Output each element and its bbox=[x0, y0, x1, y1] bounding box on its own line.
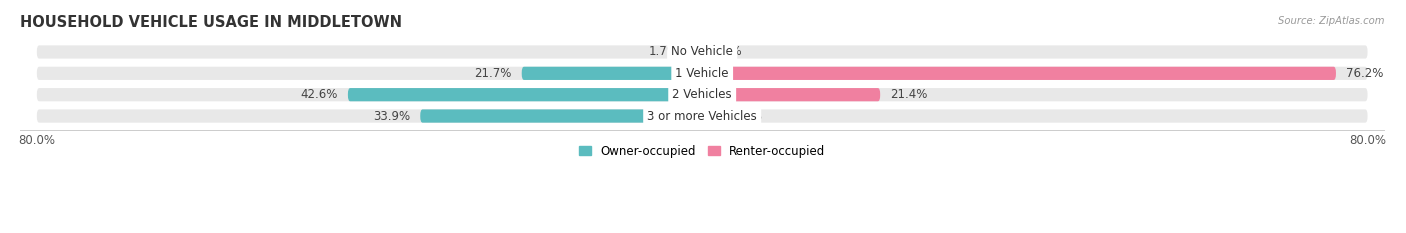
FancyBboxPatch shape bbox=[522, 67, 702, 80]
Text: 21.7%: 21.7% bbox=[474, 67, 512, 80]
FancyBboxPatch shape bbox=[702, 67, 1336, 80]
FancyBboxPatch shape bbox=[37, 67, 1368, 80]
Text: 3 or more Vehicles: 3 or more Vehicles bbox=[647, 110, 756, 123]
FancyBboxPatch shape bbox=[37, 45, 1368, 59]
FancyBboxPatch shape bbox=[37, 88, 1368, 101]
FancyBboxPatch shape bbox=[702, 110, 723, 123]
Text: 0.0%: 0.0% bbox=[713, 45, 742, 58]
Text: 42.6%: 42.6% bbox=[301, 88, 337, 101]
Text: HOUSEHOLD VEHICLE USAGE IN MIDDLETOWN: HOUSEHOLD VEHICLE USAGE IN MIDDLETOWN bbox=[20, 15, 402, 30]
Text: 33.9%: 33.9% bbox=[373, 110, 411, 123]
FancyBboxPatch shape bbox=[420, 110, 702, 123]
Text: No Vehicle: No Vehicle bbox=[671, 45, 733, 58]
Text: 21.4%: 21.4% bbox=[890, 88, 928, 101]
Text: 1 Vehicle: 1 Vehicle bbox=[675, 67, 728, 80]
FancyBboxPatch shape bbox=[688, 45, 702, 59]
Text: 1.7%: 1.7% bbox=[648, 45, 678, 58]
Text: Source: ZipAtlas.com: Source: ZipAtlas.com bbox=[1278, 16, 1385, 26]
Text: 2 Vehicles: 2 Vehicles bbox=[672, 88, 733, 101]
Text: 2.4%: 2.4% bbox=[733, 110, 762, 123]
FancyBboxPatch shape bbox=[702, 88, 880, 101]
Text: 76.2%: 76.2% bbox=[1346, 67, 1384, 80]
FancyBboxPatch shape bbox=[37, 110, 1368, 123]
Legend: Owner-occupied, Renter-occupied: Owner-occupied, Renter-occupied bbox=[575, 140, 830, 163]
FancyBboxPatch shape bbox=[347, 88, 702, 101]
